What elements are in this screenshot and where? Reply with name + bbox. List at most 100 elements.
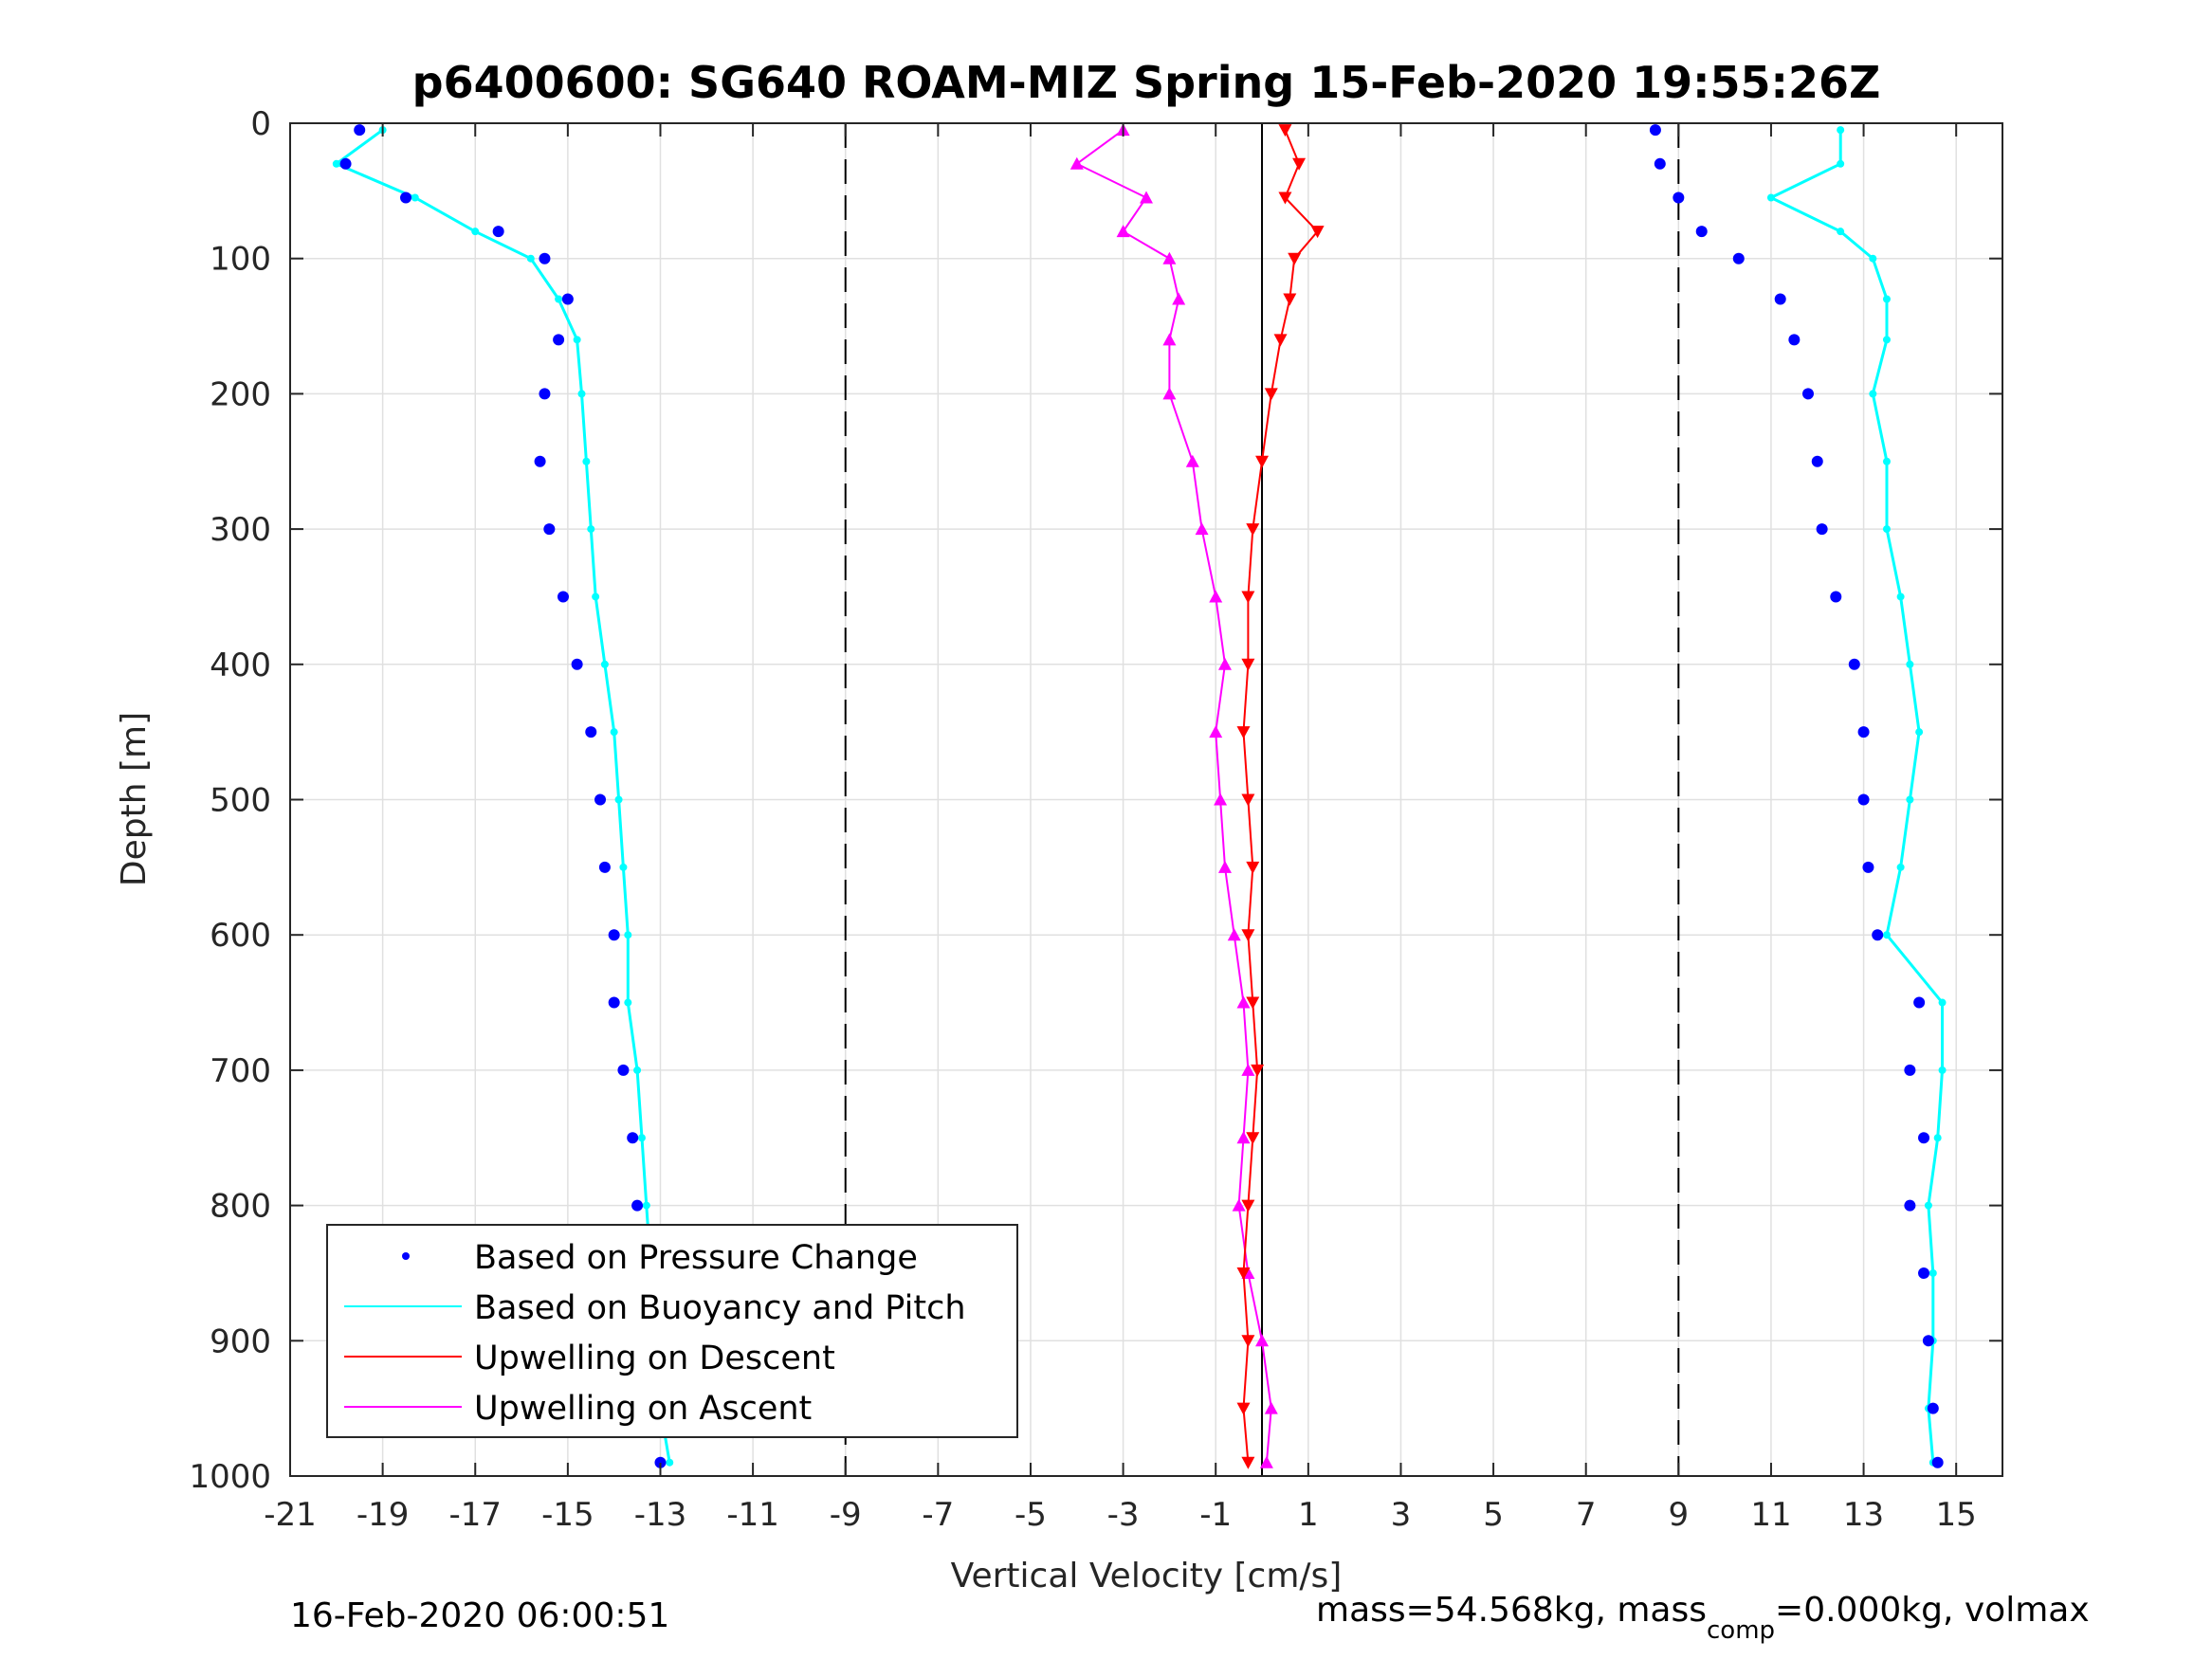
y-tick-label: 200: [210, 375, 271, 413]
pressure-descent-point: [594, 793, 607, 806]
x-axis-label: Vertical Velocity [cm/s]: [951, 1557, 1343, 1595]
buoyancy-descent-point: [600, 660, 609, 668]
upwell-descent-point: [1241, 793, 1255, 807]
pressure-ascent-point: [1811, 455, 1823, 467]
pressure-descent-point: [543, 523, 556, 536]
buoyancy-ascent-point: [1882, 336, 1891, 344]
upwell-ascent-point: [1264, 1401, 1278, 1414]
buoyancy-ascent-point: [1915, 728, 1924, 737]
upwell-descent-point: [1264, 388, 1278, 401]
pressure-ascent-point: [1848, 658, 1860, 670]
data-layer: [332, 123, 1947, 1469]
upwell-descent-point: [1251, 1064, 1265, 1077]
x-tick-label: 7: [1576, 1496, 1597, 1534]
upwell-descent-point: [1246, 1132, 1260, 1145]
upwell-ascent-point: [1217, 860, 1232, 873]
upwell-ascent-point: [1172, 292, 1186, 305]
buoyancy-descent-point: [526, 254, 535, 263]
buoyancy-ascent-line: [1767, 130, 1944, 1463]
upwell-ascent-point: [1232, 1198, 1246, 1212]
pressure-descent-point: [608, 929, 620, 941]
pressure-ascent-point: [1801, 388, 1814, 400]
upwell-descent-point: [1241, 1199, 1255, 1212]
pressure-ascent-point: [1695, 226, 1708, 238]
upwell-descent-point: [1236, 1402, 1251, 1415]
legend-label-upwell-ascent: Upwelling on Ascent: [474, 1390, 812, 1428]
upwell-descent-point: [1255, 455, 1270, 468]
upwell-descent-point: [1246, 861, 1260, 874]
buoyancy-ascent-point: [1837, 228, 1845, 236]
y-tick-label: 500: [210, 782, 271, 820]
upwell-descent-point: [1292, 157, 1307, 171]
pressure-ascent-point: [1904, 1199, 1916, 1212]
y-axis-label: Depth [m]: [115, 712, 154, 886]
buoyancy-descent-point: [619, 863, 628, 871]
buoyancy-descent-point: [624, 931, 632, 939]
y-tick-label: 800: [210, 1188, 271, 1226]
buoyancy-ascent-point: [1929, 1268, 1937, 1277]
buoyancy-ascent-point: [1906, 660, 1914, 668]
pressure-descent-point: [539, 388, 551, 400]
buoyancy-descent-point: [577, 390, 586, 398]
pressure-ascent-point: [1816, 523, 1828, 536]
upwell-descent-point: [1246, 523, 1260, 537]
upwell-descent-point: [1278, 191, 1292, 205]
pressure-ascent-point: [1918, 1132, 1930, 1144]
pressure-descent-point: [627, 1132, 639, 1144]
upwell-ascent-point: [1209, 725, 1223, 738]
upwell-ascent-point: [1195, 522, 1209, 536]
pressure-descent-point: [354, 124, 366, 137]
pressure-descent-point: [571, 658, 583, 670]
y-tick-label: 900: [210, 1322, 271, 1360]
upwell-descent-point: [1278, 124, 1292, 137]
axis-ticks: -21 -19 -17 -15 -13 -11 -9 -7 -5 -3 -1 1 3 5 7 9 11 13 150…: [189, 105, 2002, 1534]
pressure-ascent-point: [1857, 726, 1870, 738]
y-tick-label: 100: [210, 241, 271, 279]
buoyancy-descent-point: [666, 1458, 674, 1467]
upwell-ascent-point: [1209, 590, 1223, 603]
pressure-ascent-point: [1904, 1064, 1916, 1076]
legend-label-pressure: Based on Pressure Change: [474, 1239, 918, 1277]
x-tick-label: -9: [830, 1496, 862, 1534]
buoyancy-descent-point: [555, 295, 563, 303]
upwell-ascent-point: [1185, 454, 1199, 467]
buoyancy-ascent-point: [1882, 457, 1891, 465]
buoyancy-descent-point: [471, 228, 480, 236]
upwell-descent-point: [1236, 1267, 1251, 1280]
upwell-descent-point: [1241, 658, 1255, 671]
pressure-descent-point: [654, 1456, 667, 1468]
x-tick-label: -21: [264, 1496, 317, 1534]
chart-title: p6400600: SG640 ROAM-MIZ Spring 15-Feb-2…: [412, 57, 1881, 108]
buoyancy-descent-point: [582, 457, 591, 465]
upwell-ascent-point: [1227, 928, 1241, 941]
x-tick-label: 3: [1391, 1496, 1412, 1534]
buoyancy-ascent-point: [1938, 1066, 1947, 1074]
upwell-ascent-point: [1214, 793, 1228, 806]
legend-box: [326, 1224, 1018, 1438]
upwell-descent-point: [1236, 726, 1251, 739]
buoyancy-ascent-point: [1766, 193, 1775, 202]
pressure-ascent-point: [1673, 191, 1685, 204]
pressure-ascent-point: [1654, 157, 1666, 170]
pressure-descent-point: [585, 726, 597, 738]
buoyancy-descent-point: [633, 1066, 642, 1074]
buoyancy-descent-point: [642, 1201, 650, 1210]
pressure-ascent-point: [1927, 1402, 1939, 1414]
upwell-ascent-point: [1241, 1063, 1255, 1076]
pressure-ascent-point: [1774, 293, 1786, 305]
y-tick-label: 600: [210, 917, 271, 955]
footer-mass-sub: comp: [1707, 1616, 1775, 1645]
buoyancy-ascent-point: [1837, 159, 1845, 168]
buoyancy-descent-point: [592, 592, 600, 601]
pressure-descent-point: [608, 996, 620, 1009]
buoyancy-ascent-point: [1869, 254, 1877, 263]
x-tick-label: -7: [922, 1496, 954, 1534]
pressure-descent-point: [534, 455, 546, 467]
x-tick-label: 13: [1843, 1496, 1884, 1534]
upwell-ascent-point: [1236, 995, 1251, 1009]
upwell-descent-point: [1273, 334, 1288, 347]
pressure-ascent-point: [1922, 1335, 1934, 1347]
pressure-ascent-point: [1872, 929, 1884, 941]
upwell-ascent-point: [1116, 225, 1130, 238]
